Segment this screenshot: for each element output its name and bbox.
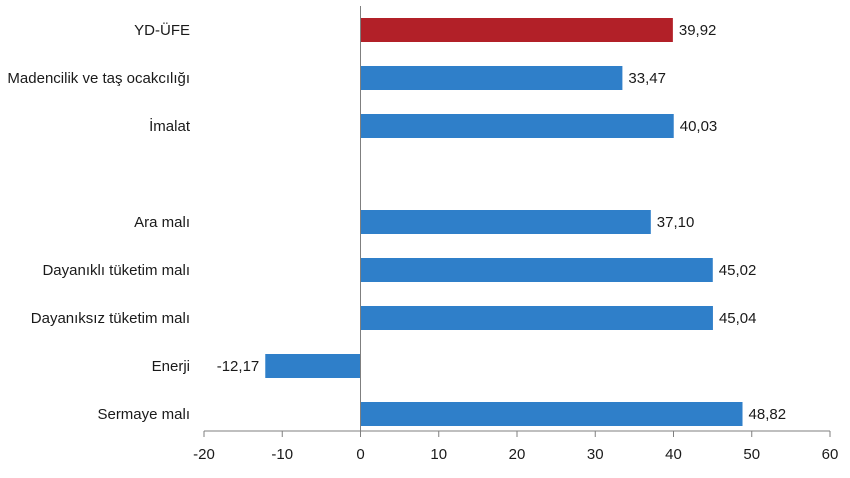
value-label-i-malat: 40,03 [680,118,718,135]
x-tick-label: 0 [356,446,364,463]
bar-sermaye-mal [360,402,743,426]
category-label-sermaye-mal: Sermaye malı [97,406,190,423]
bar-madencilik-ve-ta-ocakc-l [360,66,623,90]
category-label-madencilik-ve-ta-ocakc-l: Madencilik ve taş ocakcılığı [7,70,190,87]
value-label-dayan-ks-z-t-ketim-mal: 45,04 [719,310,757,327]
bar-dayan-ks-z-t-ketim-mal [360,306,713,330]
x-tick-label: 50 [743,446,760,463]
category-label-i-malat: İmalat [149,117,191,135]
bar-ara-mal [360,210,651,234]
axes-group [203,6,831,437]
value-label-madencilik-ve-ta-ocakc-l: 33,47 [628,70,666,87]
labels-group: YD-ÜFE 39,92 Madencilik ve taş ocakcılığı 3… [7,21,838,463]
value-label-enerji: -12,17 [217,358,260,375]
x-tick-label: 10 [430,446,447,463]
x-tick-label: 30 [587,446,604,463]
category-label-ara-mal: Ara malı [134,214,190,231]
x-tick-label: 60 [822,446,839,463]
bar-i-malat [360,114,674,138]
value-label-dayan-kl-t-ketim-mal: 45,02 [719,262,757,279]
x-tick-label: 40 [665,446,682,463]
category-label-yd-fe: YD-ÜFE [134,21,190,39]
category-label-dayan-ks-z-t-ketim-mal: Dayanıksız tüketim malı [31,310,190,327]
category-label-dayan-kl-t-ketim-mal: Dayanıklı tüketim malı [42,262,190,279]
value-label-sermaye-mal: 48,82 [749,406,787,423]
x-tick-label: 20 [509,446,526,463]
category-label-enerji: Enerji [152,358,190,375]
bars-group [265,18,743,426]
bar-yd-fe [360,18,673,42]
x-tick-label: -10 [271,446,293,463]
x-tick-label: -20 [193,446,215,463]
value-label-ara-mal: 37,10 [657,214,695,231]
bar-enerji [265,354,361,378]
value-label-yd-fe: 39,92 [679,22,717,39]
bar-dayan-kl-t-ketim-mal [360,258,713,282]
